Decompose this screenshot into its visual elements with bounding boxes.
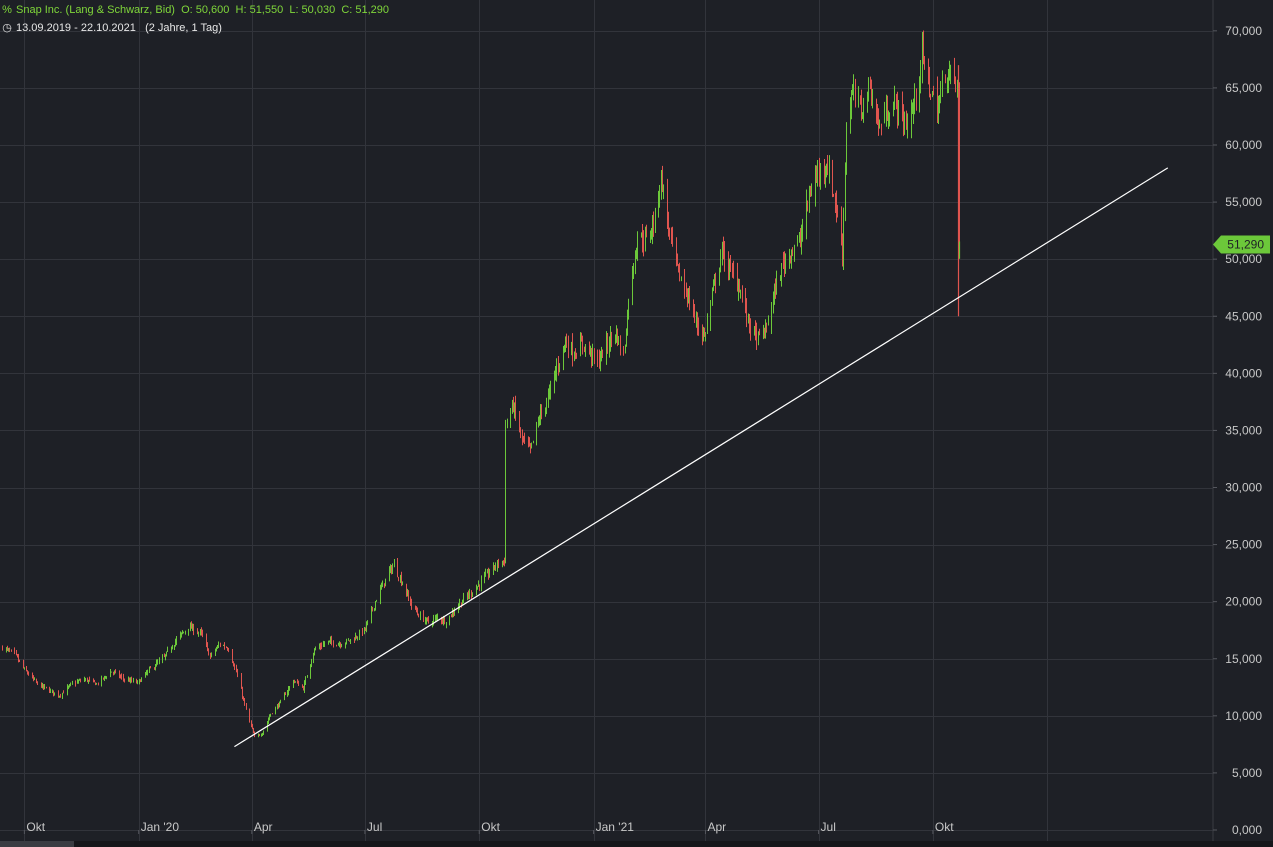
- y-tick-label: 15,000: [1225, 652, 1262, 666]
- scrollbar-thumb[interactable]: [0, 841, 74, 847]
- x-tick-label: Okt: [26, 820, 45, 834]
- y-tick-label: 65,000: [1225, 81, 1262, 95]
- y-tick-label: 35,000: [1225, 423, 1262, 437]
- period-label: (2 Jahre, 1 Tag): [145, 22, 222, 34]
- x-tick-label: Jul: [367, 820, 382, 834]
- trendline[interactable]: [234, 167, 1169, 748]
- y-tick-label: 45,000: [1225, 309, 1262, 323]
- y-tick-label: 25,000: [1225, 538, 1262, 552]
- y-tick-label: 10,000: [1225, 709, 1262, 723]
- x-tick-label: Apr: [707, 820, 726, 834]
- y-tick-label: 60,000: [1225, 138, 1262, 152]
- x-tick-label: Jan '21: [596, 820, 635, 834]
- instrument-header: % Snap Inc. (Lang & Schwarz, Bid) O: 50,6…: [0, 4, 389, 16]
- grid-lines: [0, 0, 1213, 841]
- date-range: 13.09.2019 - 22.10.2021: [16, 22, 136, 34]
- ohlc-bars: [2, 30, 961, 738]
- y-tick-label: 50,000: [1225, 252, 1262, 266]
- x-tick-label: Jan '20: [141, 820, 180, 834]
- y-tick-label: 0,000: [1232, 823, 1262, 837]
- trendline-group[interactable]: [234, 167, 1169, 748]
- time-axis[interactable]: Okt Jan '20 Apr Jul Okt Jan '21 Apr Jul Okt: [23, 820, 954, 834]
- x-tick-label: Apr: [254, 820, 273, 834]
- y-tick-label: 30,000: [1225, 481, 1262, 495]
- date-range-header: ◷ 13.09.2019 - 22.10.2021 (2 Jahre, 1 Tag…: [0, 21, 222, 34]
- ohlc-readout: O: 50,600 H: 51,550 L: 50,030 C: 51,290: [181, 4, 390, 16]
- x-tick-label: Okt: [481, 820, 500, 834]
- horizontal-scrollbar[interactable]: [0, 841, 1273, 847]
- y-tick-label: 55,000: [1225, 195, 1262, 209]
- y-tick-label: 20,000: [1225, 595, 1262, 609]
- y-tick-label: 70,000: [1225, 24, 1262, 38]
- clock-icon[interactable]: ◷: [2, 22, 12, 34]
- y-tick-label: 40,000: [1225, 366, 1262, 380]
- x-tick-label: Okt: [935, 820, 954, 834]
- last-price-badge: 51,290: [1213, 235, 1270, 254]
- y-tick-label: 5,000: [1232, 766, 1262, 780]
- last-price-label: 51,290: [1227, 237, 1264, 251]
- percent-chart-icon[interactable]: %: [2, 4, 12, 16]
- instrument-title: Snap Inc. (Lang & Schwarz, Bid): [16, 4, 175, 16]
- x-tick-label: Jul: [821, 820, 836, 834]
- price-axis[interactable]: 70,000 65,000 60,000 55,000 50,000 45,000 40,0…: [1213, 24, 1262, 837]
- last-price-badge-shape: [1213, 235, 1270, 254]
